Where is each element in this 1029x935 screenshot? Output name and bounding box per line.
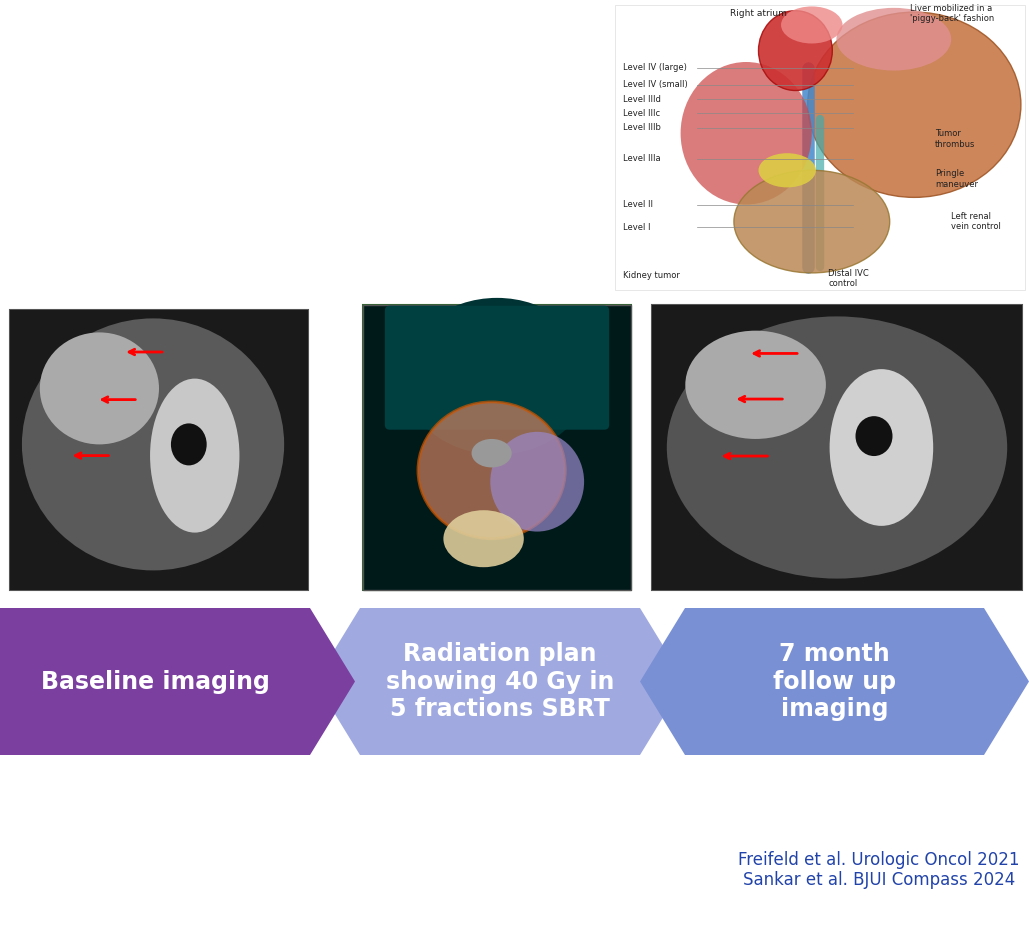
Ellipse shape bbox=[837, 7, 951, 70]
Ellipse shape bbox=[808, 12, 1021, 197]
Text: Level IIIc: Level IIIc bbox=[624, 108, 661, 118]
FancyBboxPatch shape bbox=[652, 305, 1022, 590]
Ellipse shape bbox=[471, 439, 511, 468]
Polygon shape bbox=[640, 608, 1029, 755]
Ellipse shape bbox=[171, 424, 207, 466]
Text: Tumor
thrombus: Tumor thrombus bbox=[934, 129, 975, 149]
Text: 7 month
follow up
imaging: 7 month follow up imaging bbox=[773, 641, 896, 721]
Text: Distal IVC
control: Distal IVC control bbox=[828, 269, 868, 288]
Text: Baseline imaging: Baseline imaging bbox=[40, 669, 270, 694]
Text: Kidney tumor: Kidney tumor bbox=[624, 271, 680, 280]
FancyBboxPatch shape bbox=[10, 310, 308, 590]
Ellipse shape bbox=[150, 379, 240, 533]
Ellipse shape bbox=[680, 62, 812, 205]
Ellipse shape bbox=[781, 7, 843, 43]
Text: Radiation plan
showing 40 Gy in
5 fractions SBRT: Radiation plan showing 40 Gy in 5 fracti… bbox=[386, 641, 614, 721]
Text: Liver mobilized in a
'piggy-back' fashion: Liver mobilized in a 'piggy-back' fashio… bbox=[911, 4, 994, 23]
FancyBboxPatch shape bbox=[385, 306, 609, 430]
Text: Freifeld et al. Urologic Oncol 2021
Sankar et al. BJUI Compass 2024: Freifeld et al. Urologic Oncol 2021 Sank… bbox=[739, 851, 1020, 889]
Text: Level IV (small): Level IV (small) bbox=[624, 80, 688, 90]
Ellipse shape bbox=[855, 416, 892, 456]
Polygon shape bbox=[315, 608, 685, 755]
Text: Right atrium: Right atrium bbox=[730, 9, 787, 18]
Ellipse shape bbox=[667, 316, 1007, 579]
Ellipse shape bbox=[734, 170, 890, 273]
Text: Level IIIb: Level IIIb bbox=[624, 123, 661, 132]
FancyBboxPatch shape bbox=[363, 305, 631, 590]
Ellipse shape bbox=[22, 319, 284, 570]
Ellipse shape bbox=[418, 402, 565, 539]
Ellipse shape bbox=[443, 511, 524, 568]
Ellipse shape bbox=[40, 333, 159, 444]
Text: Level IIIa: Level IIIa bbox=[624, 154, 661, 164]
FancyBboxPatch shape bbox=[363, 305, 631, 590]
Ellipse shape bbox=[490, 432, 584, 532]
Text: Level I: Level I bbox=[624, 223, 650, 232]
FancyBboxPatch shape bbox=[615, 5, 1025, 290]
Ellipse shape bbox=[403, 298, 591, 454]
Text: Level IIId: Level IIId bbox=[624, 94, 661, 104]
Text: Level IV (large): Level IV (large) bbox=[624, 64, 687, 72]
Polygon shape bbox=[0, 608, 355, 755]
Text: Left renal
vein control: Left renal vein control bbox=[951, 212, 1001, 231]
FancyBboxPatch shape bbox=[652, 305, 1022, 590]
Ellipse shape bbox=[829, 369, 933, 525]
FancyBboxPatch shape bbox=[10, 310, 308, 590]
Ellipse shape bbox=[685, 331, 826, 439]
Text: Pringle
maneuver: Pringle maneuver bbox=[934, 169, 978, 189]
Text: Level II: Level II bbox=[624, 200, 653, 209]
Ellipse shape bbox=[758, 10, 832, 91]
Ellipse shape bbox=[758, 153, 816, 187]
